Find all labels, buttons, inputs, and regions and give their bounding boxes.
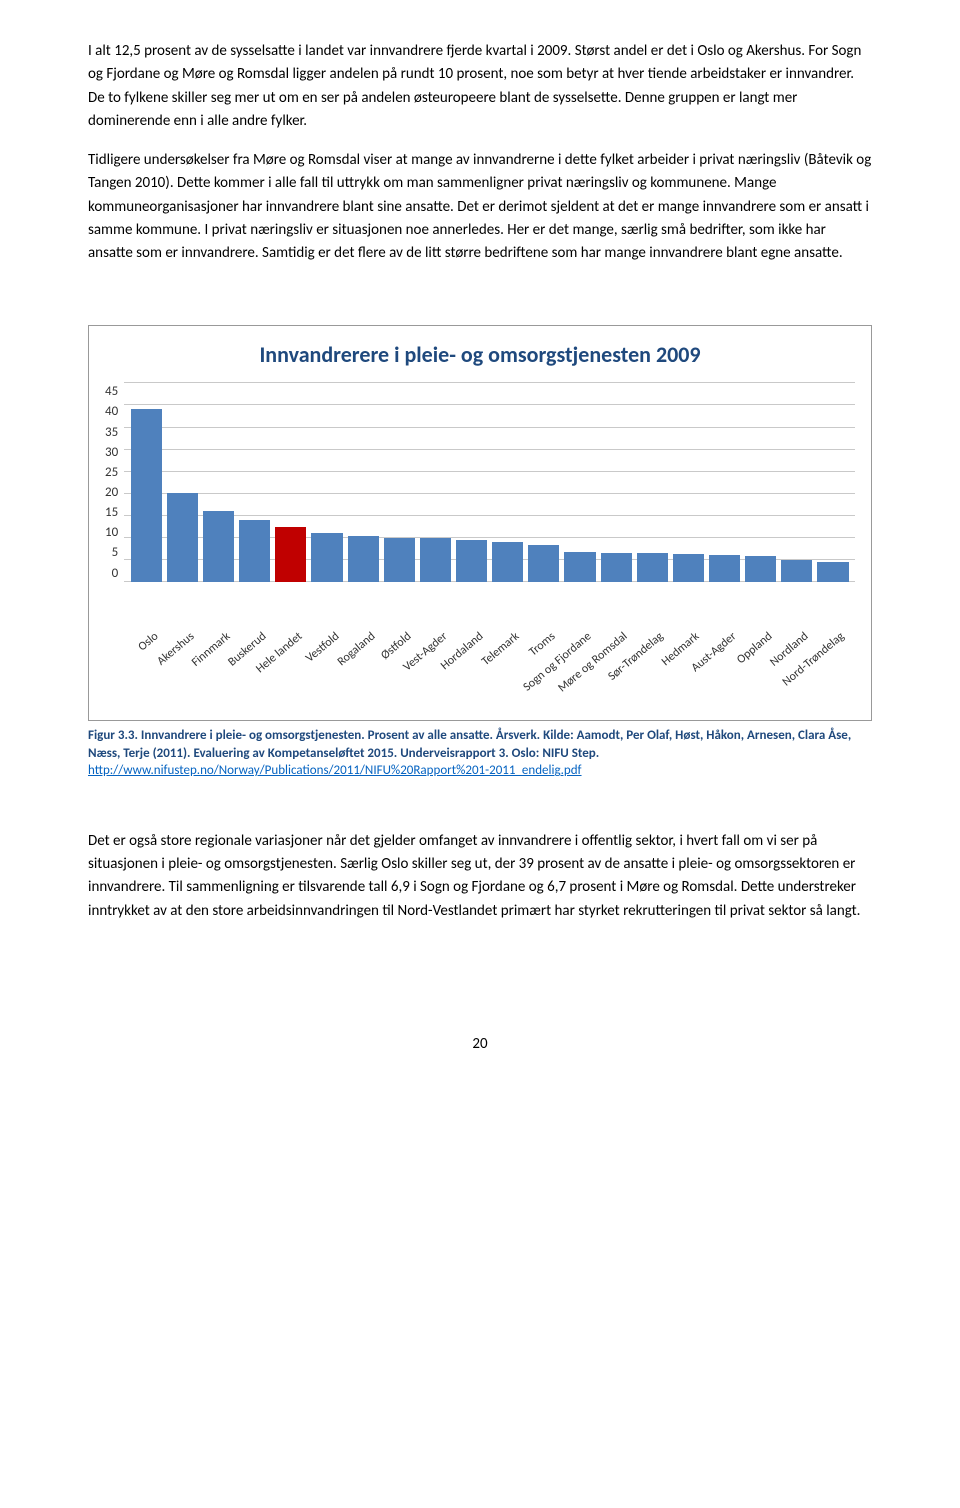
bar xyxy=(673,554,704,582)
caption-text: Figur 3.3. Innvandrere i pleie- og omsor… xyxy=(88,728,851,761)
x-axis: OsloAkershusFinnmarkBuskerudHele landetV… xyxy=(133,622,855,714)
y-tick: 25 xyxy=(105,463,118,483)
y-tick: 15 xyxy=(105,503,118,523)
bar xyxy=(384,538,415,582)
bar xyxy=(131,409,162,582)
plot-area xyxy=(124,382,855,582)
y-axis: 454035302520151050 xyxy=(105,382,124,582)
bars xyxy=(124,382,855,582)
x-label: Telemark xyxy=(494,622,530,714)
x-label: Aust-Agder xyxy=(711,622,747,714)
bar xyxy=(528,545,559,583)
bar xyxy=(492,542,523,582)
caption-link[interactable]: http://www.nifustep.no/Norway/Publicatio… xyxy=(88,763,582,778)
bar xyxy=(564,552,595,583)
bar xyxy=(817,562,848,582)
bar xyxy=(203,511,234,582)
y-tick: 5 xyxy=(112,543,119,563)
bar xyxy=(637,553,668,582)
page-number: 20 xyxy=(88,1033,872,1056)
bar xyxy=(781,560,812,582)
y-tick: 30 xyxy=(105,443,118,463)
x-label: Rogaland xyxy=(350,622,386,714)
chart-title: Innvandrerere i pleie- og omsorgstjenest… xyxy=(105,338,855,372)
figure-caption: Figur 3.3. Innvandrere i pleie- og omsor… xyxy=(88,727,872,780)
bar xyxy=(167,493,198,582)
chart-container: Innvandrerere i pleie- og omsorgstjenest… xyxy=(88,325,872,721)
bar xyxy=(311,533,342,582)
chart-plot: 454035302520151050 xyxy=(105,382,855,622)
y-tick: 10 xyxy=(105,523,118,543)
y-tick: 35 xyxy=(105,423,118,443)
y-tick: 0 xyxy=(112,564,119,584)
y-tick: 20 xyxy=(105,483,118,503)
bar xyxy=(420,538,451,582)
bar xyxy=(709,555,740,583)
bar xyxy=(275,527,306,583)
y-tick: 40 xyxy=(105,402,118,422)
bar xyxy=(601,553,632,583)
bar xyxy=(239,520,270,582)
x-label: Hele landet xyxy=(277,622,313,714)
paragraph-2: Tidligere undersøkelser fra Møre og Roms… xyxy=(88,149,872,265)
bar xyxy=(745,556,776,583)
y-tick: 45 xyxy=(105,382,118,402)
paragraph-3: Det er også store regionale variasjoner … xyxy=(88,830,872,923)
bar xyxy=(456,540,487,582)
paragraph-1: I alt 12,5 prosent av de sysselsatte i l… xyxy=(88,40,872,133)
bar xyxy=(348,536,379,583)
x-label: Nord-Trøndelag xyxy=(819,622,855,714)
